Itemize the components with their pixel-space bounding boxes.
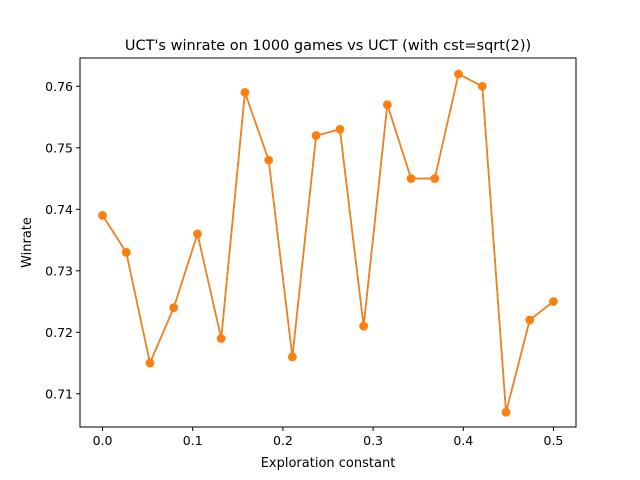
axis-ticks: 0.0 0.1 0.2 0.3 0.4 0.5 0.71 0.72 0.73 0.74 0.75 0.… bbox=[45, 79, 563, 448]
y-tick-label: 0.71 bbox=[45, 386, 73, 401]
series-layer bbox=[98, 69, 558, 417]
data-point bbox=[359, 321, 369, 331]
data-point bbox=[501, 407, 511, 417]
x-tick-label: 0.3 bbox=[363, 433, 383, 448]
data-point bbox=[525, 315, 535, 325]
y-tick-label: 0.74 bbox=[45, 202, 73, 217]
data-point bbox=[382, 100, 392, 110]
y-tick-label: 0.72 bbox=[45, 325, 73, 340]
x-tick-label: 0.2 bbox=[273, 433, 293, 448]
data-point bbox=[193, 229, 202, 239]
data-point bbox=[454, 69, 463, 79]
series-line bbox=[101, 73, 554, 414]
data-point bbox=[406, 174, 416, 183]
data-point bbox=[169, 303, 179, 313]
data-point bbox=[477, 81, 487, 91]
x-tick-label: 0.4 bbox=[453, 433, 473, 448]
data-point bbox=[287, 352, 297, 362]
data-point bbox=[549, 297, 558, 306]
y-tick-label: 0.75 bbox=[45, 140, 73, 155]
x-tick-label: 0.5 bbox=[544, 433, 564, 448]
data-point bbox=[145, 358, 155, 368]
data-point bbox=[240, 88, 250, 97]
x-tick-label: 0.0 bbox=[93, 433, 113, 448]
y-axis-label: Winrate bbox=[20, 217, 35, 268]
data-point bbox=[264, 155, 274, 165]
data-point bbox=[335, 124, 345, 134]
y-tick-label: 0.73 bbox=[45, 263, 73, 278]
data-point bbox=[216, 334, 226, 343]
plot-frame bbox=[79, 57, 577, 428]
data-point bbox=[430, 174, 440, 183]
data-point bbox=[311, 131, 321, 140]
data-point bbox=[98, 211, 107, 220]
x-tick-label: 0.1 bbox=[183, 433, 203, 448]
x-axis-label: Exploration constant bbox=[261, 456, 396, 471]
data-point bbox=[121, 247, 131, 257]
series-2 bbox=[98, 69, 558, 417]
y-tick-label: 0.76 bbox=[45, 79, 73, 94]
chart-title: UCT's winrate on 1000 games vs UCT (with… bbox=[125, 38, 531, 54]
